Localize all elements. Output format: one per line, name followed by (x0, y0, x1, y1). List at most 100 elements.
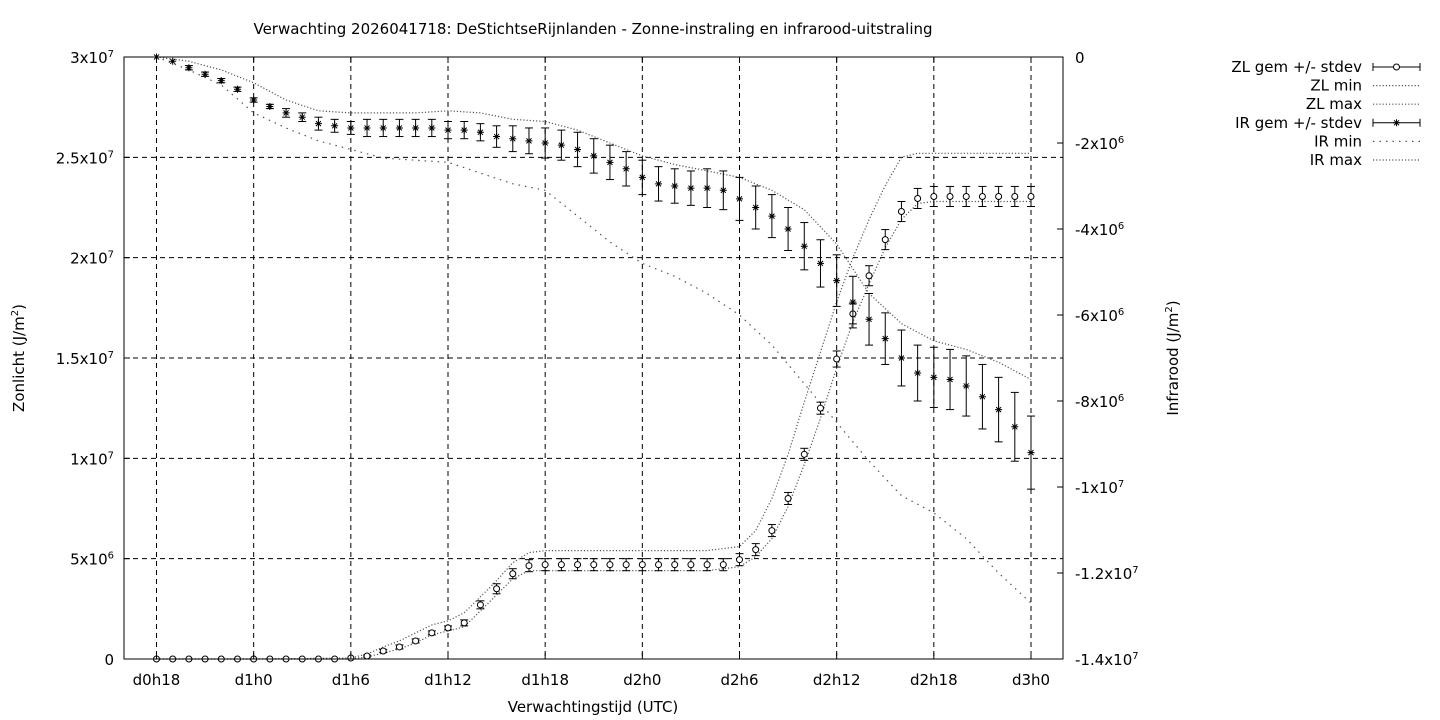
zl-gem-point (524, 559, 533, 573)
data-point-star (703, 184, 711, 192)
zl-gem-point (589, 558, 598, 572)
data-point-star (719, 186, 727, 194)
data-point-circle (897, 208, 905, 216)
ir-gem-point (719, 170, 728, 211)
data-point-circle (395, 643, 403, 651)
ir-gem-point (508, 125, 517, 153)
data-point-star (574, 145, 582, 153)
data-point-star (930, 373, 938, 381)
data-point-circle (574, 561, 582, 569)
data-point-star (1027, 449, 1035, 457)
ir-gem-point (444, 121, 452, 140)
ir-gem-point (427, 118, 436, 138)
zl-gem-point (638, 558, 647, 572)
zl-gem-point (784, 491, 793, 505)
zl-gem-point (395, 643, 404, 651)
ir-gem-point (946, 348, 955, 411)
zl-gem-point (670, 558, 679, 572)
data-point-circle (363, 652, 371, 660)
zl-gem-point (962, 185, 971, 207)
ir-gem-point (460, 121, 469, 140)
data-point-circle (865, 272, 873, 280)
ir-gem-point (735, 176, 744, 221)
data-point-circle (687, 561, 695, 569)
data-point-star (557, 141, 565, 149)
ir-gem-point (605, 144, 614, 181)
zl-gem-point (492, 583, 501, 595)
x-tick-label: d3h0 (1012, 671, 1050, 689)
data-point-star (849, 298, 857, 306)
ir-gem-point (282, 108, 291, 118)
data-point-star (962, 382, 970, 390)
ir-gem-point (573, 131, 582, 168)
zl-gem-point (994, 185, 1003, 207)
data-point-star (460, 126, 468, 134)
data-point-star (347, 124, 355, 132)
data-point-star (233, 85, 241, 93)
zl-gem-point (946, 185, 955, 207)
ir-gem-point (784, 207, 793, 251)
data-point-star (525, 137, 533, 145)
zl-gem-point (719, 558, 728, 572)
data-point-star (266, 102, 274, 110)
zl-max-curve (156, 152, 1031, 660)
data-point-star (331, 122, 339, 130)
zl-gem-point (897, 200, 906, 223)
x-tick-label: d1h12 (424, 671, 472, 689)
zl-gem-point (703, 558, 712, 572)
data-point-star (865, 315, 873, 323)
data-point-circle (493, 585, 501, 593)
y-tick-label: 5x106 (70, 551, 114, 569)
data-point-circle (881, 236, 889, 244)
zl-gem-point (654, 558, 663, 572)
ir-gem-point (832, 254, 841, 307)
x-tick-label: d1h6 (332, 671, 370, 689)
y2-tick-label: -1.2x107 (1075, 565, 1139, 583)
ir-gem-point (913, 344, 922, 402)
x-tick-label: d2h12 (813, 671, 861, 689)
data-point-star (298, 113, 306, 121)
zl-gem-point (751, 543, 760, 557)
data-point-star (606, 158, 614, 166)
data-point-star (687, 184, 695, 192)
y2-tick-label: -8x106 (1075, 393, 1124, 411)
data-point-star (638, 173, 646, 181)
data-point-circle (460, 619, 468, 627)
data-point-circle (444, 624, 452, 632)
y2-tick-label: 0 (1075, 49, 1085, 67)
zl-gem-point (1027, 185, 1035, 207)
y-tick-label: 0 (104, 651, 114, 669)
ir-gem-point (994, 376, 1003, 443)
zl-gem-point (444, 624, 452, 632)
zl-gem-point (767, 524, 776, 538)
data-point-circle (752, 546, 760, 554)
data-point-star (169, 57, 177, 65)
data-point-star (736, 195, 743, 203)
ir-gem-point (233, 85, 242, 93)
data-point-circle (638, 561, 646, 569)
data-point-circle (995, 192, 1003, 200)
ir-gem-point (524, 127, 533, 155)
data-point-circle (379, 647, 387, 655)
data-point-circle (590, 561, 598, 569)
x-tick-label: d2h18 (910, 671, 958, 689)
zl-gem-point (800, 447, 809, 461)
data-point-circle (525, 562, 533, 570)
data-point-circle (622, 561, 630, 569)
data-point-star (752, 204, 760, 211)
chart-title: Verwachting 2026041718: DeStichtseRijnla… (253, 20, 932, 38)
data-point-circle (833, 355, 841, 363)
ir-max-curve (156, 56, 1032, 381)
zl-gem-point (686, 558, 695, 572)
ir-gem-point (686, 170, 695, 206)
ir-gem-point (816, 239, 825, 288)
data-point-star (428, 124, 436, 132)
data-point-star (282, 109, 290, 117)
zl-gem-point (929, 185, 938, 207)
zl-gem-point (865, 265, 874, 287)
data-point-circle (736, 556, 743, 564)
x-axis-label: Verwachtingstijd (UTC) (508, 698, 679, 716)
ir-gem-point (379, 118, 388, 138)
zl-gem-point (411, 637, 420, 645)
ir-gem-point (1010, 391, 1019, 462)
